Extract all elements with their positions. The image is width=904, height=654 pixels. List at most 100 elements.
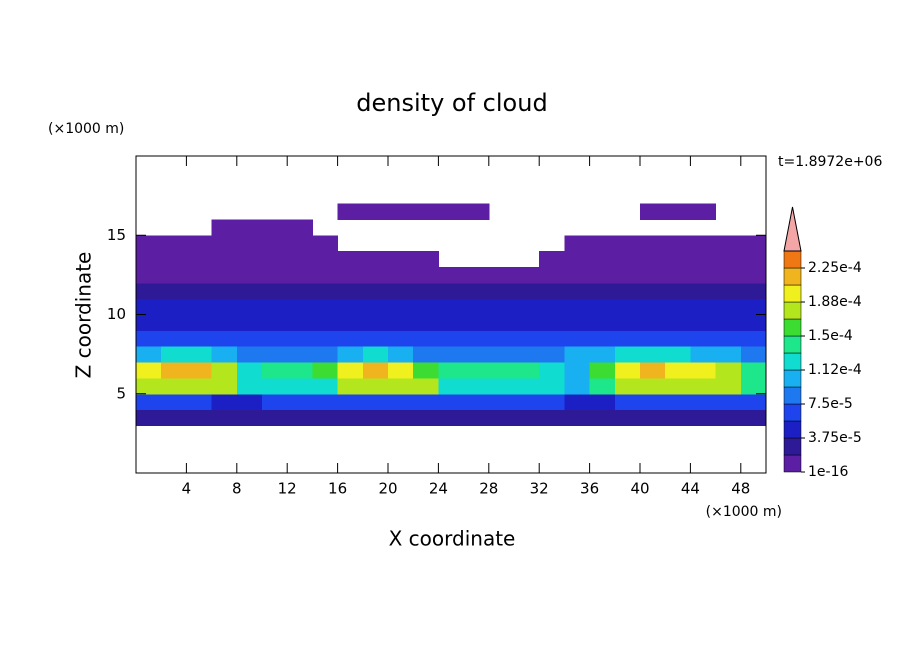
contour-cell xyxy=(211,330,238,347)
contour-cell xyxy=(665,346,691,363)
contour-cell xyxy=(740,266,766,284)
contour-cell xyxy=(136,314,162,331)
contour-cell xyxy=(337,298,364,315)
contour-cell xyxy=(362,393,389,411)
contour-cell xyxy=(589,362,616,379)
contour-cell xyxy=(614,314,641,331)
contour-cell xyxy=(589,235,616,252)
contour-cell xyxy=(640,330,666,347)
contour-cell xyxy=(614,409,641,426)
colorbar-band xyxy=(783,369,802,388)
contour-cell xyxy=(136,298,162,315)
y-tick-label: 10 xyxy=(107,305,126,323)
contour-cell xyxy=(640,393,666,411)
contour-cell xyxy=(514,282,540,300)
contour-cell xyxy=(463,409,490,426)
contour-cell xyxy=(388,203,414,220)
colorbar-band xyxy=(783,267,802,286)
contour-cell xyxy=(514,314,540,331)
contour-cell xyxy=(665,377,691,395)
contour-cell xyxy=(539,251,565,268)
contour-cell xyxy=(715,393,742,411)
contour-cell xyxy=(136,393,162,411)
contour-cell xyxy=(514,362,540,379)
contour-cell xyxy=(287,330,313,347)
contour-cell xyxy=(161,282,187,300)
contour-cell xyxy=(287,282,313,300)
contour-cell xyxy=(715,251,742,268)
y-tick-label: 5 xyxy=(116,384,126,402)
contour-cell xyxy=(690,393,717,411)
contour-cell xyxy=(161,393,187,411)
contour-cell xyxy=(488,314,515,331)
contour-cell xyxy=(236,409,263,426)
contour-cell xyxy=(438,346,465,363)
contour-cell xyxy=(740,377,766,395)
contour-cell xyxy=(312,235,339,252)
contour-cell xyxy=(136,330,162,347)
contour-cell xyxy=(514,346,540,363)
contour-cell xyxy=(665,330,691,347)
contour-cell xyxy=(740,235,766,252)
contour-cell xyxy=(640,314,666,331)
colorbar-label: 2.25e-4 xyxy=(808,260,862,276)
contour-cell xyxy=(161,251,187,268)
contour-cell xyxy=(388,314,414,331)
contour-cell xyxy=(438,314,465,331)
contour-cell xyxy=(514,393,540,411)
contour-cell xyxy=(236,362,263,379)
contour-cell xyxy=(614,362,641,379)
contour-cell xyxy=(488,393,515,411)
contour-cell xyxy=(640,282,666,300)
contour-cell xyxy=(136,362,162,379)
colorbar-band xyxy=(783,352,802,371)
contour-cell xyxy=(161,362,187,379)
contour-cell xyxy=(640,362,666,379)
contour-cell xyxy=(564,362,591,379)
colorbar-band xyxy=(783,335,802,354)
colorbar-label: 1.12e-4 xyxy=(808,362,862,378)
y-axis-label: Z coordinate xyxy=(72,252,96,379)
contour-cell xyxy=(211,298,238,315)
contour-cell xyxy=(589,314,616,331)
contour-cell xyxy=(438,362,465,379)
contour-cell xyxy=(665,235,691,252)
contour-cell xyxy=(337,409,364,426)
contour-cell xyxy=(740,346,766,363)
contour-cell xyxy=(388,377,414,395)
contour-cell xyxy=(438,298,465,315)
contour-cell xyxy=(539,314,565,331)
contour-cell xyxy=(690,251,717,268)
contour-cell xyxy=(665,314,691,331)
contour-cell xyxy=(161,409,187,426)
contour-cell xyxy=(362,362,389,379)
contour-cell xyxy=(640,203,666,220)
contour-cell xyxy=(715,298,742,315)
colorbar-extend xyxy=(783,206,802,252)
contour-cell xyxy=(715,266,742,284)
contour-cell xyxy=(539,298,565,315)
contour-cell xyxy=(136,235,162,252)
contour-cell xyxy=(463,203,490,220)
contour-cell xyxy=(690,377,717,395)
contour-cell xyxy=(690,298,717,315)
contour-cell xyxy=(362,330,389,347)
contour-cell xyxy=(589,393,616,411)
contour-cell xyxy=(614,330,641,347)
contour-cell xyxy=(589,346,616,363)
contour-cell xyxy=(539,409,565,426)
contour-cell xyxy=(564,409,591,426)
contour-cell xyxy=(715,314,742,331)
contour-cell xyxy=(564,282,591,300)
colorbar-band xyxy=(783,301,802,320)
contour-cell xyxy=(690,362,717,379)
x-tick-label: 32 xyxy=(530,480,549,498)
contour-cell xyxy=(640,251,666,268)
contour-cell xyxy=(186,266,213,284)
contour-cell xyxy=(539,282,565,300)
contour-cell xyxy=(514,377,540,395)
contour-cell xyxy=(362,409,389,426)
x-tick-label: 44 xyxy=(681,480,700,498)
contour-cell xyxy=(211,377,238,395)
contour-cell xyxy=(312,298,339,315)
